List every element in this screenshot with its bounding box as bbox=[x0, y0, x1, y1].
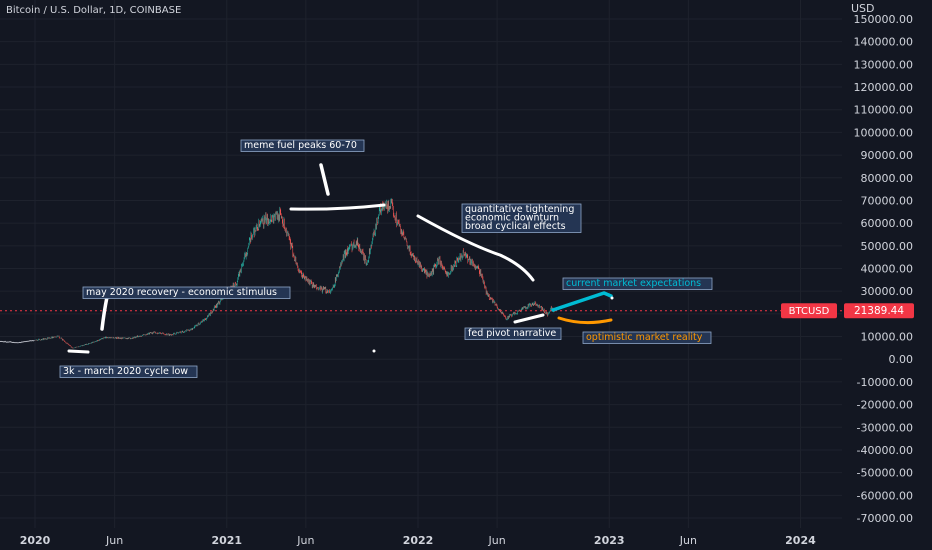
time-tick-label: Jun bbox=[679, 534, 697, 547]
time-tick-label: Jun bbox=[105, 534, 123, 547]
price-tick-label: -60000.00 bbox=[857, 489, 913, 502]
note-box-cycle-low[interactable] bbox=[59, 365, 198, 378]
pre-2020-price-line bbox=[0, 339, 35, 344]
note-box-expectations[interactable] bbox=[562, 277, 713, 290]
time-tick-label: 2020 bbox=[20, 534, 51, 547]
time-tick-label: 2021 bbox=[211, 534, 242, 547]
ticker-tag bbox=[781, 303, 837, 319]
note-text-qt: broad cyclical effects bbox=[465, 221, 566, 232]
recovery-mark bbox=[100, 295, 109, 331]
cycle-low-mark bbox=[67, 349, 90, 354]
price-tick-label: 110000.00 bbox=[854, 104, 914, 117]
time-tick-label: Jun bbox=[296, 534, 314, 547]
chart-grid bbox=[0, 0, 842, 528]
pivot-line bbox=[513, 313, 545, 324]
time-tick-label: 2024 bbox=[785, 534, 816, 547]
note-text-qt: quantitative tightening bbox=[465, 204, 574, 215]
hand-drawings bbox=[67, 163, 614, 354]
price-tick-label: 130000.00 bbox=[854, 58, 914, 71]
price-tick-label: 120000.00 bbox=[854, 81, 914, 94]
last-price-tag bbox=[844, 303, 914, 319]
price-tick-label: -40000.00 bbox=[857, 444, 913, 457]
time-tick-label: 2023 bbox=[594, 534, 625, 547]
price-tick-label: 40000.00 bbox=[861, 263, 914, 276]
price-tick-label: 50000.00 bbox=[861, 240, 914, 253]
price-tick-label: 70000.00 bbox=[861, 194, 914, 207]
note-text-reality: optimistic market reality bbox=[586, 332, 703, 343]
price-tick-label: 60000.00 bbox=[861, 217, 914, 230]
currency-label: USD bbox=[851, 2, 875, 15]
price-tick-label: 140000.00 bbox=[854, 36, 914, 49]
meme-tick-mark bbox=[319, 163, 330, 196]
price-tick-label: -10000.00 bbox=[857, 376, 913, 389]
symbol-title[interactable]: Bitcoin / U.S. Dollar, 1D, COINBASE bbox=[6, 5, 181, 16]
note-text-recovery: may 2020 recovery - economic stimulus bbox=[86, 287, 277, 298]
time-tick-label: Jun bbox=[488, 534, 506, 547]
note-text-fed-pivot: fed pivot narrative bbox=[468, 328, 556, 339]
peak-line bbox=[289, 203, 386, 211]
candle-series bbox=[35, 198, 555, 349]
price-tick-label: 30000.00 bbox=[861, 285, 914, 298]
time-tick-label: 2022 bbox=[403, 534, 434, 547]
expectations-line bbox=[551, 291, 613, 312]
price-tick-label: 150000.00 bbox=[854, 13, 914, 26]
note-box-fed-pivot[interactable] bbox=[464, 327, 562, 340]
note-box-qt[interactable] bbox=[461, 203, 582, 233]
last-price-value: 21389.44 bbox=[854, 305, 904, 317]
price-tick-label: 90000.00 bbox=[861, 149, 914, 162]
price-tick-label: 80000.00 bbox=[861, 172, 914, 185]
price-tag: BTCUSD 21389.44 bbox=[781, 303, 914, 319]
note-text-cycle-low: 3k - march 2020 cycle low bbox=[63, 366, 188, 377]
price-axis-panel[interactable] bbox=[842, 0, 932, 528]
price-tick-label: -30000.00 bbox=[857, 421, 913, 434]
pre-2020-line bbox=[0, 339, 35, 344]
note-box-meme-fuel[interactable] bbox=[240, 139, 365, 152]
price-tick-label: 0.00 bbox=[889, 353, 914, 366]
ticker-tag-label: BTCUSD bbox=[789, 306, 830, 317]
reality-arc bbox=[557, 316, 613, 325]
annotation-notes: 3k - march 2020 cycle low may 2020 recove… bbox=[59, 139, 713, 378]
price-tick-label: 10000.00 bbox=[861, 331, 914, 344]
note-text-meme-fuel: meme fuel peaks 60-70 bbox=[244, 140, 357, 151]
note-text-expectations: current market expectations bbox=[566, 278, 701, 289]
time-axis: 2020 Jun 2021 Jun 2022 Jun 2023 Jun 2024 bbox=[20, 534, 816, 547]
note-text-qt: economic downturn bbox=[465, 213, 559, 224]
price-tick-label: -70000.00 bbox=[857, 512, 913, 525]
note-box-reality[interactable] bbox=[582, 331, 712, 344]
note-box-recovery[interactable] bbox=[82, 286, 291, 299]
time-axis-panel[interactable] bbox=[0, 528, 932, 550]
price-tick-label: -20000.00 bbox=[857, 399, 913, 412]
downtrend-line bbox=[416, 214, 535, 282]
price-tick-label: -50000.00 bbox=[857, 467, 913, 480]
price-tick-label: 100000.00 bbox=[854, 126, 914, 139]
price-axis: 150000.00 140000.00 130000.00 120000.00 1100… bbox=[854, 13, 914, 525]
